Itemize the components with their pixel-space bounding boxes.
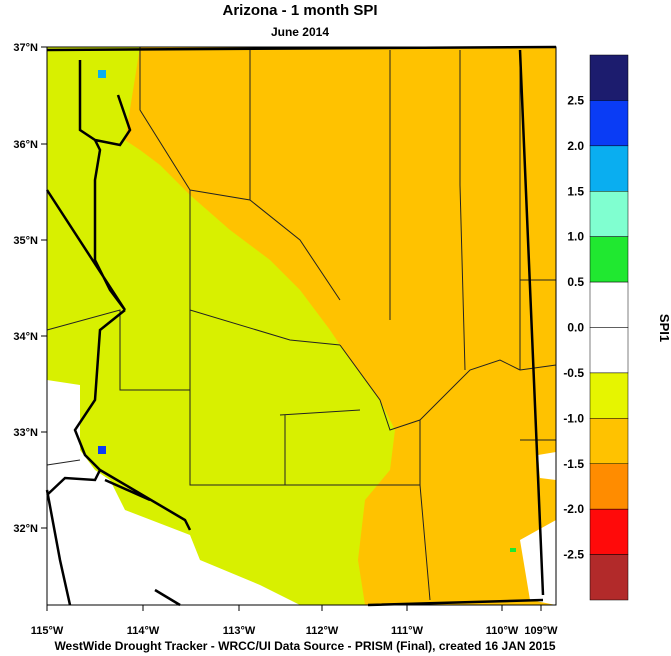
colorbar-tick-label: 0.5 xyxy=(567,275,584,289)
subtitle: June 2014 xyxy=(271,25,329,39)
lon-tick-label: 114°W xyxy=(127,625,160,637)
white-patch xyxy=(520,520,556,605)
lat-tick-label: 36°N xyxy=(13,139,38,151)
map xyxy=(45,45,557,607)
colorbar-tick-label: -1.0 xyxy=(563,411,584,425)
colorbar-tick-label: 2.0 xyxy=(567,139,584,153)
white-patch xyxy=(538,452,556,480)
colorbar-segment xyxy=(589,191,629,237)
title: Arizona - 1 month SPI xyxy=(222,2,377,19)
county-lines xyxy=(46,47,557,601)
footer: WestWide Drought Tracker - WRCC/UI Data … xyxy=(54,639,555,653)
lat-tick-label: 32°N xyxy=(13,523,38,535)
wet-pixel xyxy=(98,446,106,454)
colorbar-tick-label: 0.0 xyxy=(567,321,584,335)
colorbar-tick-label: -0.5 xyxy=(563,366,584,380)
no-data-area xyxy=(47,380,300,605)
colorbar-segment xyxy=(589,463,629,510)
colorbar-segment xyxy=(589,100,629,147)
colorbar-tick-label: 1.0 xyxy=(567,230,584,244)
lon-tick-label: 111°W xyxy=(391,625,424,637)
lon-tick-label: 109°W xyxy=(524,625,558,637)
lat-tick-label: 34°N xyxy=(13,331,38,343)
colorbar-segment xyxy=(589,418,629,465)
wet-pixel xyxy=(98,70,106,78)
colorbar-segment xyxy=(589,327,629,374)
lon-tick-label: 112°W xyxy=(306,625,339,637)
colorbar-tick-label: -2.5 xyxy=(563,548,584,562)
wet-pixel xyxy=(510,548,516,552)
colorbar-segment xyxy=(589,372,629,419)
colorbar-segment xyxy=(589,54,629,101)
map-frame xyxy=(46,46,557,606)
colorbar-segment xyxy=(589,508,629,555)
lat-tick-label: 35°N xyxy=(13,235,38,247)
colorbar-segment xyxy=(589,281,629,328)
lon-tick-label: 113°W xyxy=(223,625,256,637)
colorbar-segment xyxy=(589,236,629,283)
lon-tick-label: 115°W xyxy=(31,625,64,637)
lat-tick-label: 37°N xyxy=(13,42,38,54)
lon-tick-label: 110°W xyxy=(486,625,519,637)
colorbar-tick-label: 1.5 xyxy=(567,184,584,198)
state-boundary xyxy=(45,45,557,607)
colorbar-tick-label: -2.0 xyxy=(563,502,584,516)
colorbar-tick-label: 2.5 xyxy=(567,93,584,107)
colorbar-label: SPI1 xyxy=(657,314,671,342)
colorbar-segment xyxy=(589,145,629,192)
lat-tick-label: 33°N xyxy=(13,427,38,439)
colorbar-tick-label: -1.5 xyxy=(563,457,584,471)
colorbar-segment xyxy=(589,554,629,601)
drought-area xyxy=(125,47,556,605)
